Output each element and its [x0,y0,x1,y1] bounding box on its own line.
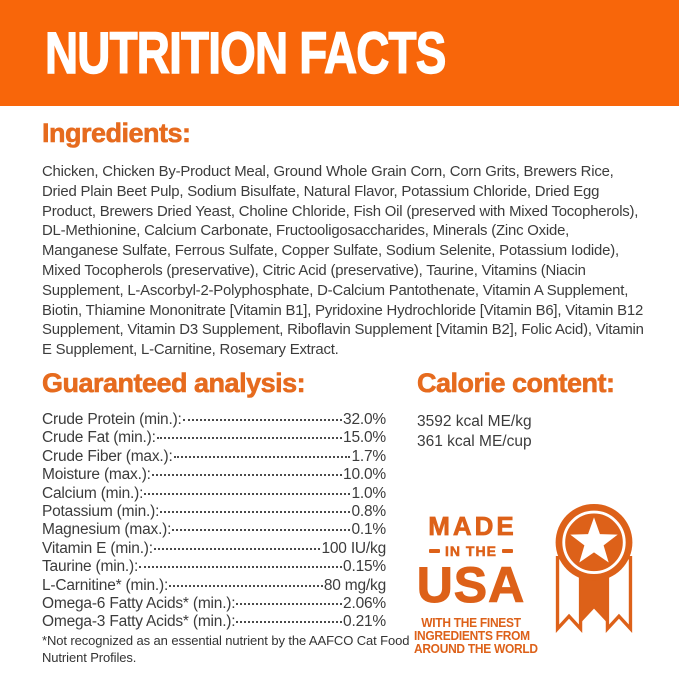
usa-tagline-line: AROUND THE WORLD [413,640,538,656]
ingredients-text: Chicken, Chicken By-Product Meal, Ground… [42,164,644,359]
analysis-row-label: Crude Fiber (max.): [42,447,173,465]
analysis-row-value: 32.0% [343,411,386,428]
ingredients-heading: Ingredients: [42,118,192,149]
analysis-row-value: 0.15% [343,558,386,576]
guaranteed-analysis-heading: Guaranteed analysis: [42,368,306,399]
analysis-row: Crude Fat (min.): 15.0% [42,429,386,447]
dot-leader [153,547,321,550]
dot-leader [172,529,351,532]
dash-decoration [429,548,441,554]
analysis-row-value: 0.21% [343,613,386,631]
ribbon-medal-star-icon [555,503,633,634]
analysis-row-label: Taurine (min.): [42,558,139,576]
analysis-row: Crude Fiber (max.): 1.7% [42,448,386,466]
made-in-usa-badge: MADE IN THE USA WITH THE FINEST INGREDIE… [409,500,659,655]
analysis-row: Calcium (min.): 1.0% [42,485,386,503]
analysis-table: Crude Protein (min.): 32.0% Crude Fat (m… [42,411,386,632]
ingredients-section: Ingredients: Chicken, Chicken By-Product… [42,118,646,361]
usa-in-the-label: IN THE [445,543,497,560]
dot-leader [236,602,343,605]
analysis-row-label: Omega-3 Fatty Acids* (min.): [42,613,236,631]
usa-made-label: MADE [428,511,517,541]
guaranteed-analysis-section: Guaranteed analysis: Crude Protein (min.… [42,368,387,632]
analysis-row: Moisture (max.): 10.0% [42,466,386,484]
calorie-values: 3592 kcal ME/kg 361 kcal ME/cup [417,412,657,452]
page-title: NUTRITION FACTS [44,20,446,86]
usa-tagline-line: INGREDIENTS FROM [413,627,530,643]
analysis-row-label: Calcium (min.): [42,484,144,502]
usa-tagline: WITH THE FINEST INGREDIENTS FROM AROUND … [413,614,538,656]
analysis-row-label: Magnesium (max.): [42,521,172,539]
analysis-row-value: 1.7% [351,447,386,465]
analysis-row: Omega-6 Fatty Acids* (min.): 2.06% [42,595,386,613]
analysis-row-label: Vitamin E (min.): [42,539,153,557]
analysis-row-value: 10.0% [343,466,386,484]
analysis-row-value: 0.8% [351,502,386,520]
usa-tagline-line: WITH THE FINEST [421,614,521,630]
calorie-content-section: Calorie content: 3592 kcal ME/kg 361 kca… [417,368,657,452]
dot-leader [139,566,343,569]
dot-leader [156,437,343,440]
dash-decoration [501,548,513,554]
dot-leader [151,474,343,477]
analysis-row-label: Moisture (max.): [42,466,151,484]
analysis-row-value: 0.1% [351,521,386,539]
footnote: *Not recognized as an essential nutrient… [42,633,410,665]
calorie-value-per-kg: 3592 kcal ME/kg [417,413,532,430]
analysis-row: Taurine (min.): 0.15% [42,558,386,576]
calorie-value-per-cup: 361 kcal ME/cup [417,433,532,450]
analysis-row-value: 80 mg/kg [323,576,386,594]
analysis-row-label: L-Carnitine* (min.): [42,576,169,594]
dot-leader [160,510,351,513]
calorie-content-heading: Calorie content: [417,368,616,399]
header-banner: NUTRITION FACTS [0,0,679,106]
analysis-row-value: 100 IU/kg [321,539,386,557]
analysis-row-label: Potassium (min.): [42,502,160,520]
analysis-row-label: Crude Fat (min.): [42,429,156,447]
analysis-row: Vitamin E (min.): 100 IU/kg [42,540,386,558]
analysis-row-value: 1.0% [351,484,386,502]
analysis-row: Potassium (min.): 0.8% [42,503,386,521]
analysis-row: Omega-3 Fatty Acids* (min.): 0.21% [42,613,386,631]
dot-leader [169,584,323,587]
usa-in-the-row: IN THE [409,543,533,559]
usa-label: USA [416,557,526,613]
analysis-row: Magnesium (max.): 0.1% [42,521,386,539]
dot-leader [182,419,343,421]
analysis-row-value: 2.06% [343,594,386,612]
analysis-row-label: Omega-6 Fatty Acids* (min.): [42,594,236,612]
made-in-usa-text: MADE IN THE USA WITH THE FINEST INGREDIE… [409,500,538,656]
dot-leader [144,492,351,495]
dot-leader [236,621,343,624]
dot-leader [173,455,351,458]
analysis-row-value: 15.0% [343,429,386,447]
analysis-row: L-Carnitine* (min.): 80 mg/kg [42,577,386,595]
analysis-row-label: Crude Protein (min.): [42,411,182,428]
analysis-row: Crude Protein (min.): 32.0% [42,411,386,429]
